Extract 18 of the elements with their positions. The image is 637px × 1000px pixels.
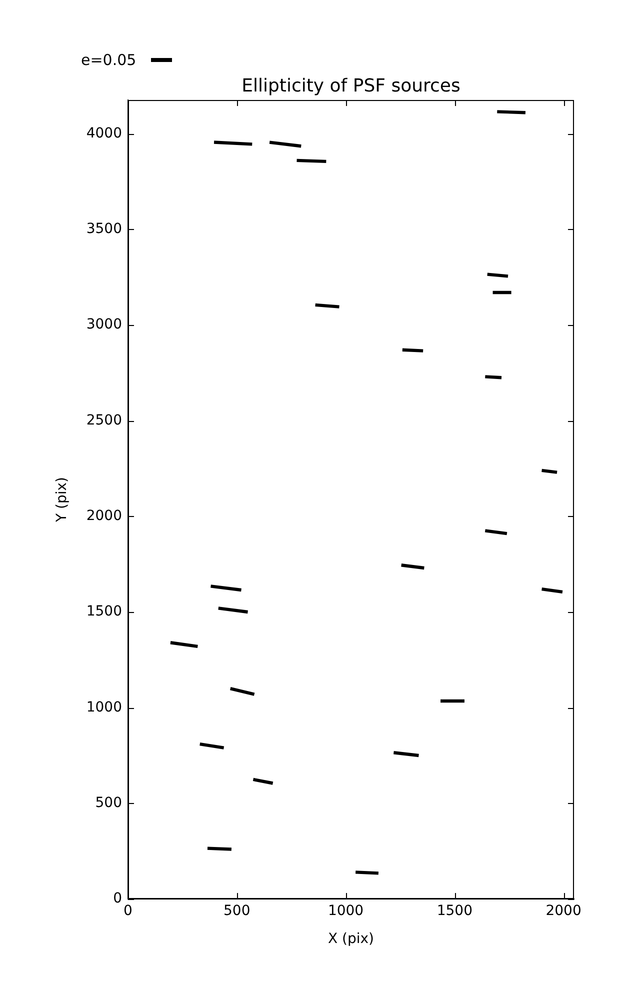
x-tick-label: 0 bbox=[124, 903, 132, 920]
chart-title: Ellipticity of PSF sources bbox=[242, 76, 460, 97]
y-tick-label: 2000 bbox=[86, 508, 122, 524]
y-tick-label: 1500 bbox=[86, 604, 122, 620]
x-tick-label: 2000 bbox=[546, 903, 582, 920]
y-tick-label: 2500 bbox=[86, 412, 122, 428]
y-tick-label: 3500 bbox=[86, 220, 122, 237]
y-tick-label: 3000 bbox=[86, 316, 122, 333]
y-tick-label: 500 bbox=[95, 794, 122, 811]
y-axis-title: Y (pix) bbox=[54, 477, 70, 523]
x-tick-label: 1000 bbox=[328, 903, 364, 920]
x-axis-title: X (pix) bbox=[328, 931, 374, 948]
x-tick-label: 500 bbox=[224, 903, 250, 920]
y-tick-label: 0 bbox=[113, 890, 122, 907]
text: e=0.05 bbox=[81, 50, 136, 70]
y-tick-label: 4000 bbox=[86, 125, 122, 142]
y-tick-label: 1000 bbox=[86, 699, 122, 716]
x-tick-label: 1500 bbox=[436, 903, 472, 920]
